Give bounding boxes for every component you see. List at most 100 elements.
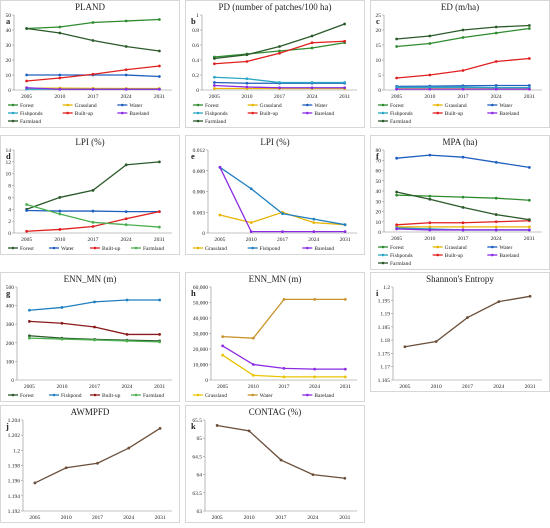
data-point — [435, 340, 438, 343]
data-point — [216, 424, 219, 427]
data-point — [462, 206, 465, 209]
chart-title: LPI (%) — [75, 137, 104, 147]
y-tick-label: 63.5 — [192, 491, 202, 497]
data-point — [158, 160, 161, 163]
legend-entry: Grassland — [75, 103, 97, 109]
data-point — [61, 338, 64, 341]
data-point — [428, 42, 431, 45]
y-tick-label: 10 — [376, 58, 382, 64]
data-point — [281, 212, 284, 215]
data-point — [395, 157, 398, 160]
data-point — [28, 334, 31, 337]
y-tick-label: 1.19 — [380, 312, 390, 318]
data-point — [25, 203, 28, 206]
x-tick-label: 2005 — [391, 94, 402, 100]
data-point — [395, 45, 398, 48]
data-point — [126, 340, 129, 343]
data-point — [125, 68, 128, 71]
data-point — [311, 35, 314, 38]
legend-entry: Grassland — [445, 103, 467, 109]
x-tick-label: 2005 — [21, 237, 32, 243]
legend-entry: Grassland — [205, 393, 227, 399]
data-point — [428, 154, 431, 157]
data-point — [127, 447, 130, 450]
data-point — [92, 73, 95, 76]
legend-entry: Built-up — [102, 246, 121, 252]
y-tick-label: 1.165 — [378, 378, 391, 384]
data-point — [466, 316, 469, 319]
legend-marker — [121, 104, 124, 107]
y-tick-label: 30 — [376, 199, 382, 205]
data-point — [213, 81, 216, 84]
data-point — [221, 335, 224, 338]
x-tick-label: 2010 — [246, 237, 257, 243]
legend-entry: Built-up — [260, 111, 279, 117]
data-point — [213, 76, 216, 79]
x-tick-label: 2017 — [92, 515, 103, 521]
y-tick-label: 300 — [6, 322, 15, 328]
data-point — [528, 199, 531, 202]
y-tick-label: 20 — [6, 58, 12, 64]
x-tick-label: 2031 — [340, 237, 351, 243]
x-tick-label: 2017 — [88, 94, 99, 100]
data-point — [462, 221, 465, 224]
legend-entry: Fishponds — [205, 111, 228, 117]
chart-title: ENN_MN (m) — [249, 274, 302, 284]
data-point — [311, 81, 314, 84]
data-point — [126, 333, 129, 336]
data-point — [495, 229, 498, 232]
data-point — [462, 156, 465, 159]
data-point — [528, 57, 531, 60]
data-point — [312, 230, 315, 233]
legend-marker — [94, 247, 97, 250]
y-tick-label: 1.175 — [378, 351, 391, 357]
legend-entry: Grassland — [260, 103, 282, 109]
data-point — [343, 477, 346, 480]
x-tick-label: 2017 — [277, 237, 288, 243]
x-tick-label: 2031 — [339, 94, 350, 100]
data-point — [462, 88, 465, 91]
y-tick-label: 30,000 — [193, 332, 208, 338]
data-point — [344, 223, 347, 226]
legend-marker — [135, 394, 138, 397]
legend-entry: Farmland — [143, 246, 164, 252]
legend-entry: Water — [314, 103, 327, 109]
legend-marker — [53, 247, 56, 250]
legend-entry: Water — [129, 103, 142, 109]
data-point — [428, 198, 431, 201]
x-tick-label: 2010 — [54, 94, 65, 100]
y-tick-label: 70 — [376, 158, 382, 164]
y-tick-label: 0 — [205, 378, 208, 384]
x-tick-label: 2031 — [154, 94, 165, 100]
legend-marker — [12, 104, 15, 107]
data-point — [125, 223, 128, 226]
y-tick-label: 50 — [6, 13, 12, 19]
y-tick-label: 30 — [6, 43, 12, 49]
legend-marker — [197, 104, 200, 107]
y-tick-label: 20,000 — [193, 347, 208, 353]
legend-marker — [382, 262, 385, 265]
legend-entry: Fishpond — [61, 393, 82, 399]
data-point — [528, 88, 531, 91]
x-tick-label: 2031 — [155, 515, 166, 521]
legend-entry: Built-up — [445, 111, 464, 117]
data-point — [125, 163, 128, 166]
legend-entry: Built-up — [445, 253, 464, 259]
y-tick-label: 64.5 — [192, 454, 202, 460]
y-tick-label: 1.2 — [383, 285, 390, 291]
data-point — [58, 77, 61, 80]
x-tick-label: 2017 — [458, 94, 469, 100]
legend-marker — [251, 112, 254, 115]
data-point — [92, 210, 95, 213]
data-point — [428, 88, 431, 91]
legend-marker — [491, 246, 494, 249]
data-point — [529, 295, 532, 298]
panel-frame — [186, 406, 365, 523]
data-point — [495, 26, 498, 29]
data-point — [528, 218, 531, 221]
legend-entry: Built-up — [102, 393, 121, 399]
data-point — [25, 27, 28, 30]
legend-marker — [12, 394, 15, 397]
data-point — [61, 306, 64, 309]
y-tick-label: 0.003 — [193, 210, 206, 216]
